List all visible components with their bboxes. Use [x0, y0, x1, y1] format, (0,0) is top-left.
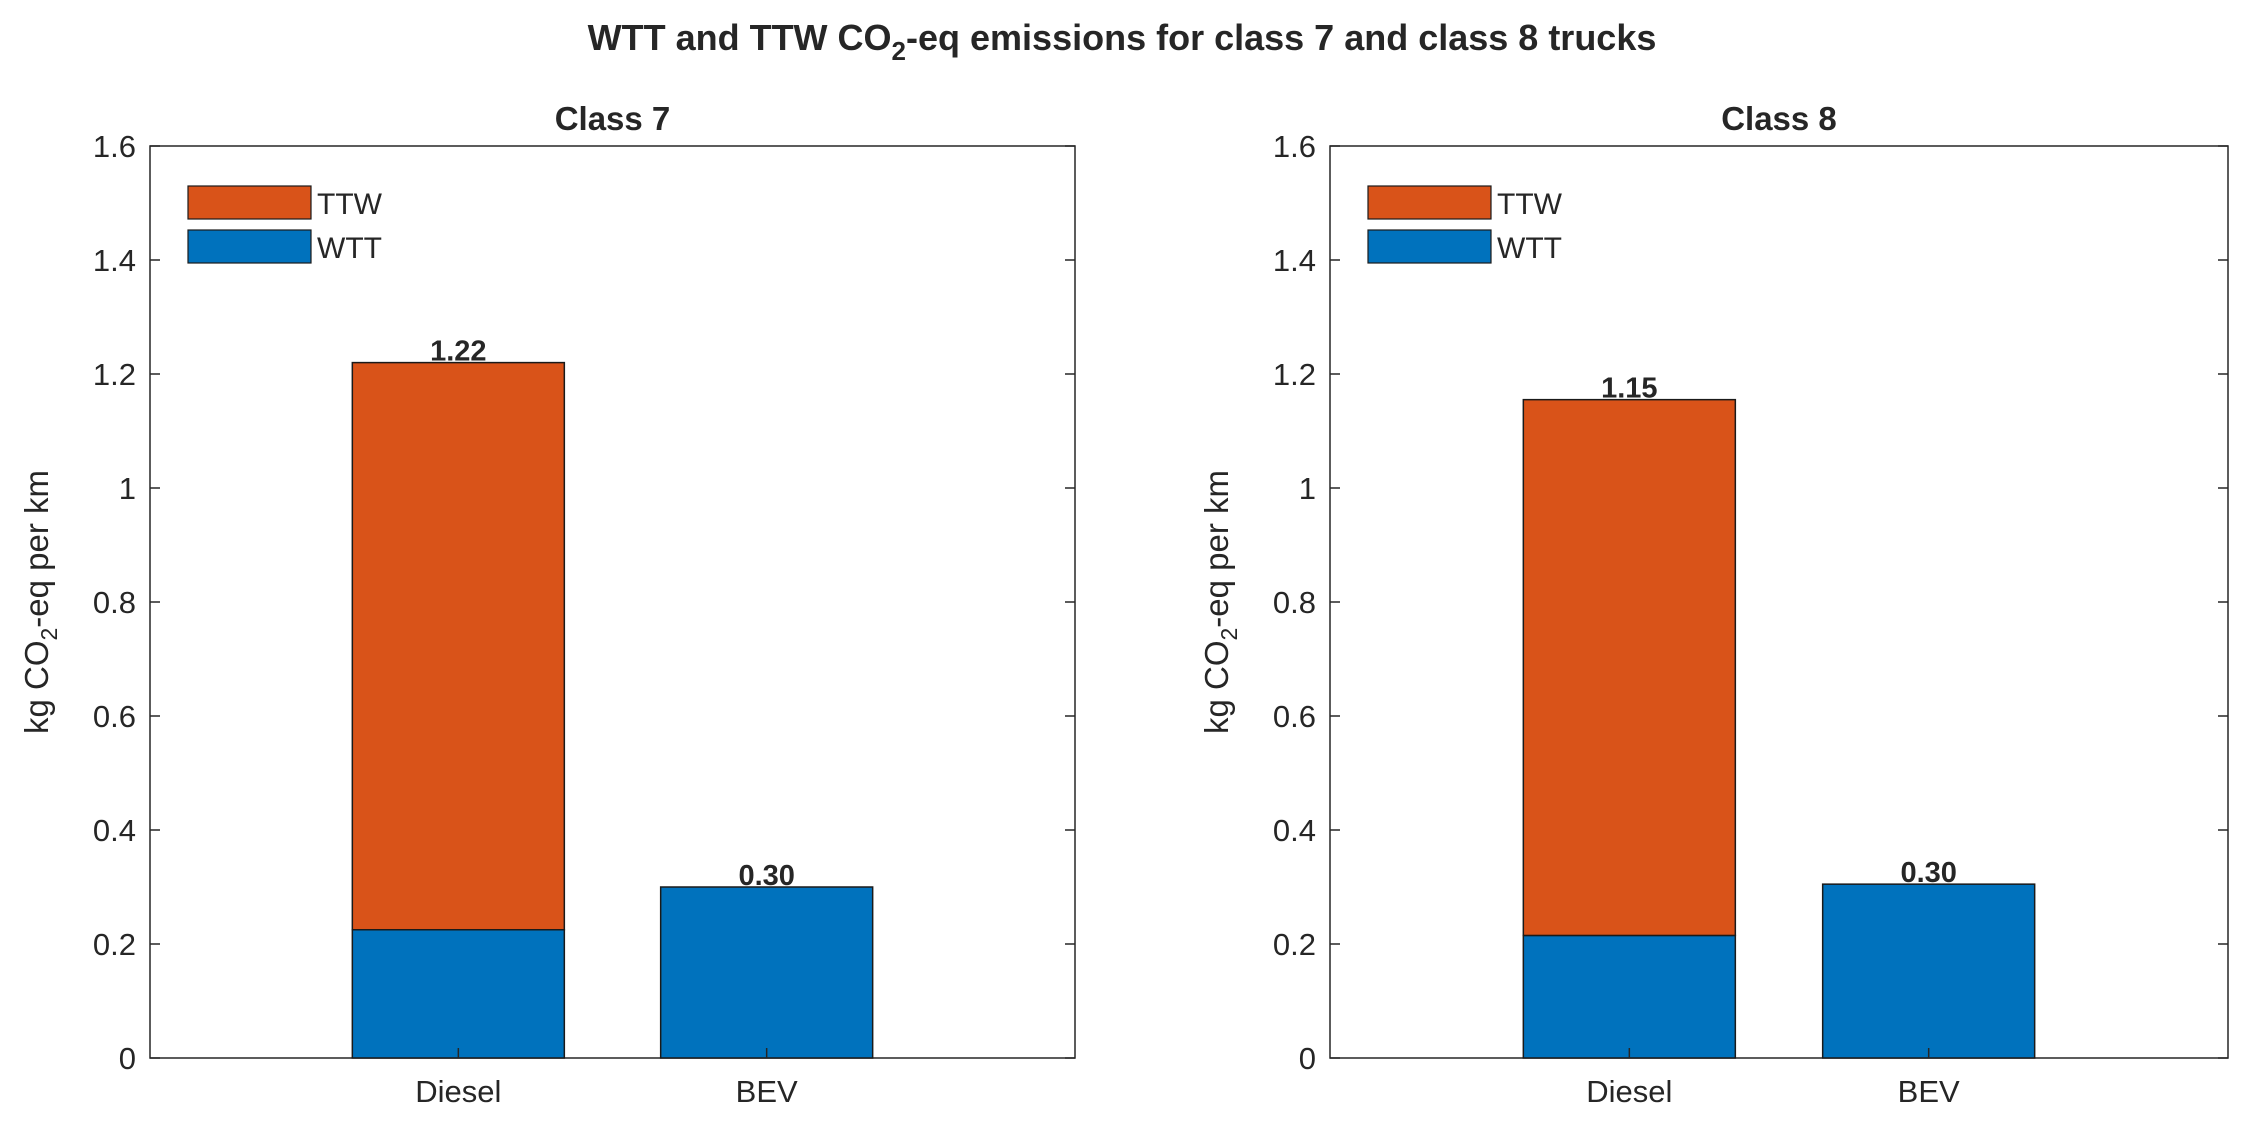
- bar-wtt-bev: [1821, 883, 2036, 1059]
- y-tick-label: 0.6: [93, 699, 136, 734]
- y-axis-label: kg CO2-eq per km: [1198, 470, 1242, 734]
- y-tick-label: 0: [1299, 1041, 1316, 1076]
- x-tick-label: Diesel: [1586, 1074, 1672, 1109]
- data-label-diesel: 1.15: [1601, 373, 1657, 405]
- legend-label-wtt: WTT: [317, 232, 382, 265]
- legend-swatch-wtt: [187, 229, 312, 264]
- figure-title-part-2: -eq emissions for class 7 and class 8 tr…: [906, 17, 1656, 58]
- chart-panel-class-7: Class 7 0 0.2 0.4 0.6 0.8 1 1.2 1.4 1.6 kg CO2-eq …: [18, 100, 1076, 1109]
- data-label-bev: 0.30: [1900, 857, 1956, 889]
- y-tick-label: 1.6: [93, 129, 136, 164]
- y-tick-label: 1.4: [1273, 243, 1316, 278]
- y-tick-label: 1.2: [93, 357, 136, 392]
- y-tick-label: 1.2: [1273, 357, 1316, 392]
- legend-swatch-ttw: [1367, 185, 1492, 220]
- bar-wtt-diesel: [351, 929, 566, 1059]
- legend-label-ttw: TTW: [1497, 188, 1563, 221]
- plot-area: [1329, 145, 2229, 1059]
- y-tick-label: 0.2: [93, 927, 136, 962]
- legend-swatch-ttw: [187, 185, 312, 220]
- y-tick-label: 1: [119, 471, 136, 506]
- bar-wtt-diesel: [1522, 934, 1737, 1059]
- figure-title-subscript: 2: [892, 36, 906, 66]
- y-tick-label: 1: [1299, 471, 1316, 506]
- legend-label-wtt: WTT: [1497, 232, 1562, 265]
- x-tick-label: BEV: [736, 1074, 798, 1109]
- panel-title: Class 8: [1721, 100, 1837, 137]
- figure-title: WTT and TTW CO2-eq emissions for class 7…: [588, 17, 1657, 66]
- y-tick-label: 0.4: [93, 813, 136, 848]
- y-axis-label-part-1: kg CO: [18, 640, 55, 734]
- data-label-diesel: 1.22: [430, 336, 486, 368]
- y-tick-label: 0.8: [93, 585, 136, 620]
- y-tick-label: 0.2: [1273, 927, 1316, 962]
- y-axis-label-subscript: 2: [36, 628, 62, 641]
- bar-ttw-diesel: [351, 361, 566, 931]
- bar-ttw-diesel: [1522, 398, 1737, 937]
- bar-wtt-bev: [659, 886, 874, 1059]
- plot-area: [149, 145, 1076, 1059]
- y-tick-label: 0.8: [1273, 585, 1316, 620]
- chart-panel-class-8: Class 8 0 0.2 0.4 0.6 0.8 1 1.2 1.4 1.6 kg CO2-eq …: [1198, 100, 2229, 1109]
- y-axis-label-part-1: kg CO: [1198, 640, 1235, 734]
- legend-label-ttw: TTW: [317, 188, 383, 221]
- y-tick-label: 0.4: [1273, 813, 1316, 848]
- x-tick-label: Diesel: [415, 1074, 501, 1109]
- y-axis-label-part-2: -eq per km: [18, 470, 55, 628]
- x-tick-label: BEV: [1898, 1074, 1960, 1109]
- panel-title: Class 7: [555, 100, 671, 137]
- data-label-bev: 0.30: [738, 860, 794, 892]
- y-axis-label: kg CO2-eq per km: [18, 470, 62, 734]
- y-axis-label-subscript: 2: [1216, 628, 1242, 641]
- y-tick-label: 0: [119, 1041, 136, 1076]
- legend-swatch-wtt: [1367, 229, 1492, 264]
- y-tick-label: 0.6: [1273, 699, 1316, 734]
- y-tick-label: 1.6: [1273, 129, 1316, 164]
- y-tick-label: 1.4: [93, 243, 136, 278]
- figure-title-part-1: WTT and TTW CO: [588, 17, 892, 58]
- y-axis-label-part-2: -eq per km: [1198, 470, 1235, 628]
